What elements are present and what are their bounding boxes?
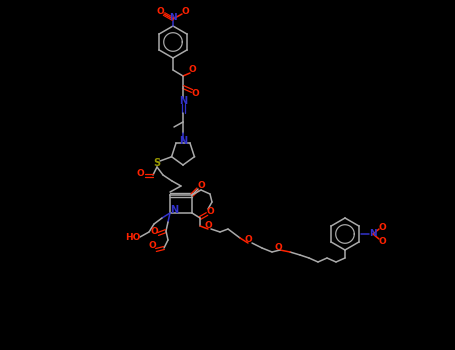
Text: N: N bbox=[169, 13, 177, 21]
Text: N: N bbox=[170, 205, 178, 215]
Text: N: N bbox=[369, 230, 377, 238]
Text: O: O bbox=[148, 241, 156, 251]
Text: O: O bbox=[150, 226, 158, 236]
Text: N: N bbox=[179, 136, 187, 146]
Text: O: O bbox=[206, 208, 214, 217]
Text: O: O bbox=[191, 89, 199, 98]
Text: HO: HO bbox=[125, 232, 141, 241]
Text: N: N bbox=[179, 96, 187, 106]
Text: O: O bbox=[378, 237, 386, 245]
Text: O: O bbox=[188, 65, 196, 75]
Text: O: O bbox=[156, 7, 164, 16]
Text: O: O bbox=[378, 223, 386, 231]
Text: S: S bbox=[153, 158, 161, 168]
Text: O: O bbox=[136, 168, 144, 177]
Text: O: O bbox=[181, 7, 189, 16]
Text: O: O bbox=[204, 222, 212, 231]
Text: O: O bbox=[197, 182, 205, 190]
Text: O: O bbox=[244, 236, 252, 245]
Text: O: O bbox=[274, 243, 282, 252]
